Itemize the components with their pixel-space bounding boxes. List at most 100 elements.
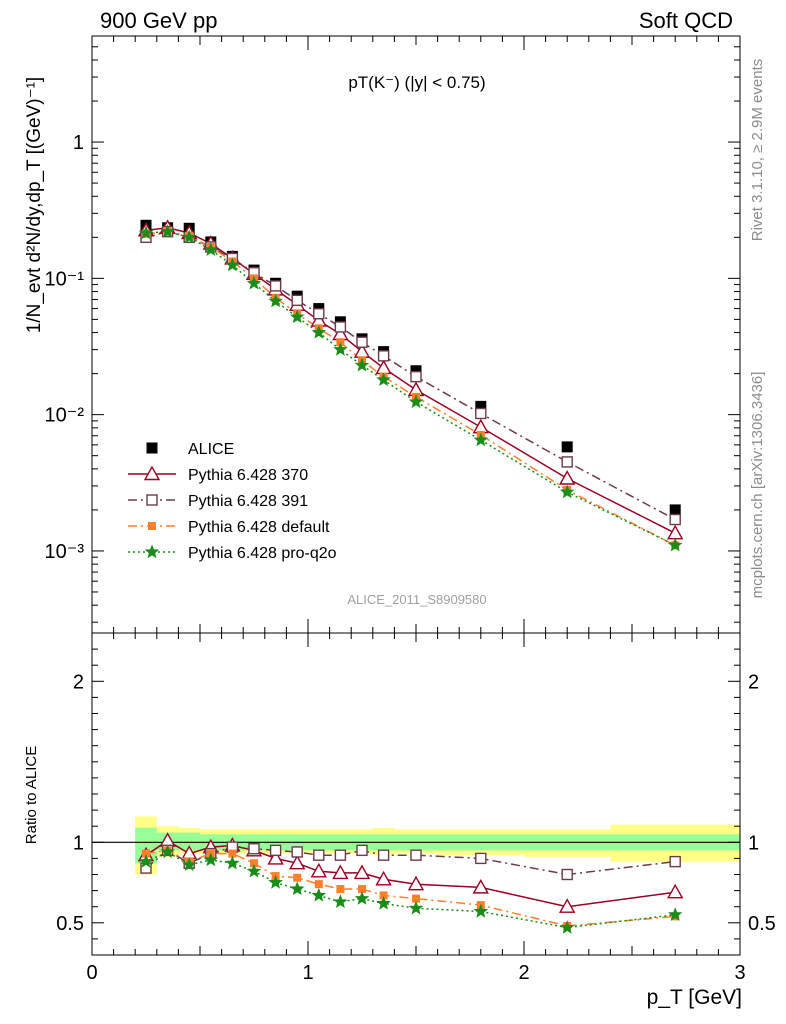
- main-series-line: [145, 230, 676, 521]
- ratio-data-point: [291, 846, 303, 858]
- ratio-data-point: [354, 890, 370, 905]
- main-y-tick-label: 10⁻²: [45, 405, 85, 427]
- ratio-series-line: [145, 851, 676, 929]
- ratio-series-line: [145, 849, 676, 927]
- main-data-point: [354, 357, 370, 372]
- main-data-point: [561, 441, 573, 453]
- main-data-point: [473, 432, 489, 447]
- ratio-y-tick-label-right: 1: [748, 832, 759, 854]
- main-data-point: [291, 294, 303, 307]
- ratio-data-point: [669, 855, 681, 868]
- main-data-point: [475, 400, 487, 412]
- ratio-data-point: [228, 849, 237, 858]
- ratio-inner-uncertainty-band: [135, 827, 740, 864]
- legend-label: Pythia 6.428 370: [188, 467, 308, 484]
- main-panel: 10⁻³ 10⁻² 10⁻¹ 1: [45, 35, 741, 634]
- ratio-data-point: [358, 884, 366, 893]
- legend: ALICE Pythia 6.428 370 Pythia 6.428 391 Pyt…: [128, 441, 337, 562]
- ratio-y-tick-label-right: 0.5: [748, 913, 776, 935]
- main-data-point: [410, 365, 422, 377]
- main-data-point: [667, 524, 684, 540]
- legend-marker: [143, 465, 161, 481]
- ratio-data-point: [667, 907, 683, 921]
- main-series-line: [145, 230, 676, 546]
- ratio-panel: 0.5 0.5 1 1 2 2 0 1 2 3: [56, 632, 776, 984]
- x-axis-label: p_T [GeV]: [647, 986, 742, 1009]
- ratio-data-point: [310, 862, 327, 878]
- main-data-point: [472, 418, 489, 434]
- main-series-line: [145, 230, 676, 546]
- main-data-point: [313, 308, 325, 320]
- main-data-point: [334, 321, 347, 333]
- ratio-y-tick-label: 1: [73, 832, 84, 854]
- main-data-point: [333, 341, 348, 356]
- main-data-point: [475, 407, 487, 420]
- analysis-watermark: ALICE_2011_S8909580: [347, 592, 486, 607]
- main-data-point: [376, 372, 391, 386]
- ratio-data-point: [472, 878, 489, 894]
- ratio-series-line: [145, 846, 676, 876]
- ratio-data-point: [332, 864, 349, 880]
- ratio-data-point: [407, 875, 425, 891]
- ratio-y-axis-label: Ratio to ALICE: [23, 746, 40, 844]
- ratio-data-point: [333, 894, 348, 908]
- ratio-y-tick-label: 0.5: [56, 913, 84, 935]
- ratio-data-point: [356, 844, 368, 857]
- x-tick-label: 1: [302, 962, 313, 984]
- x-tick-label: 3: [734, 962, 745, 984]
- main-data-point: [268, 293, 283, 308]
- ratio-data-point: [561, 868, 573, 881]
- main-data-point: [203, 242, 219, 256]
- main-data-point: [410, 370, 422, 383]
- ratio-data-point: [473, 903, 489, 918]
- ratio-data-point: [353, 864, 371, 880]
- ratio-series-line: [145, 839, 676, 908]
- main-y-tick-label: 10⁻³: [45, 541, 85, 563]
- ratio-data-point: [314, 880, 323, 889]
- header-right-label: Soft QCD: [639, 8, 733, 33]
- main-data-point: [356, 336, 368, 348]
- legend-marker: [146, 494, 158, 506]
- ratio-data-point: [203, 852, 219, 867]
- chart-title: pT(K⁻) (|y| < 0.75): [348, 73, 485, 92]
- main-data-point: [561, 456, 573, 468]
- ratio-data-point: [313, 849, 325, 861]
- ratio-data-point: [225, 855, 240, 870]
- ratio-data-point: [559, 898, 576, 913]
- header-left-label: 900 GeV pp: [100, 8, 217, 33]
- ratio-data-point: [268, 874, 283, 889]
- ratio-data-point: [667, 883, 684, 899]
- main-plot-frame: [91, 35, 741, 634]
- legend-label: Pythia 6.428 default: [188, 519, 330, 536]
- main-data-point: [667, 537, 683, 552]
- ratio-data-point: [248, 843, 260, 855]
- legend-marker: [146, 442, 158, 454]
- ratio-data-point: [375, 870, 392, 886]
- ratio-data-point: [377, 849, 390, 861]
- ratio-data-point: [410, 849, 422, 861]
- main-data-point: [377, 350, 390, 362]
- main-data-point: [408, 394, 424, 409]
- legend-marker: [144, 544, 160, 559]
- legend-label: Pythia 6.428 pro-q2o: [188, 545, 337, 562]
- ratio-data-point: [246, 863, 262, 878]
- ratio-data-point: [289, 854, 306, 870]
- ratio-data-point: [559, 919, 575, 934]
- main-data-point: [311, 324, 327, 339]
- ratio-data-point: [475, 852, 487, 865]
- main-data-point: [160, 224, 175, 238]
- ratio-data-point: [336, 884, 345, 893]
- main-series-line: [145, 227, 676, 534]
- ratio-data-point: [181, 857, 197, 871]
- ratio-data-point: [160, 844, 175, 859]
- ratio-data-point: [293, 873, 302, 882]
- ratio-y-tick-label-right: 2: [748, 671, 759, 693]
- main-data-point: [375, 359, 392, 375]
- main-data-point: [269, 280, 282, 292]
- main-y-tick-label: 1: [73, 132, 84, 154]
- main-y-axis-label: 1/N_evt d²N/dy,dp_T [(GeV)⁻¹]: [24, 77, 45, 333]
- mcplots-reference-label: mcplots.cern.ch [arXiv:1306.3436]: [749, 372, 766, 599]
- main-data-point: [559, 470, 576, 485]
- legend-label: Pythia 6.428 391: [188, 493, 308, 510]
